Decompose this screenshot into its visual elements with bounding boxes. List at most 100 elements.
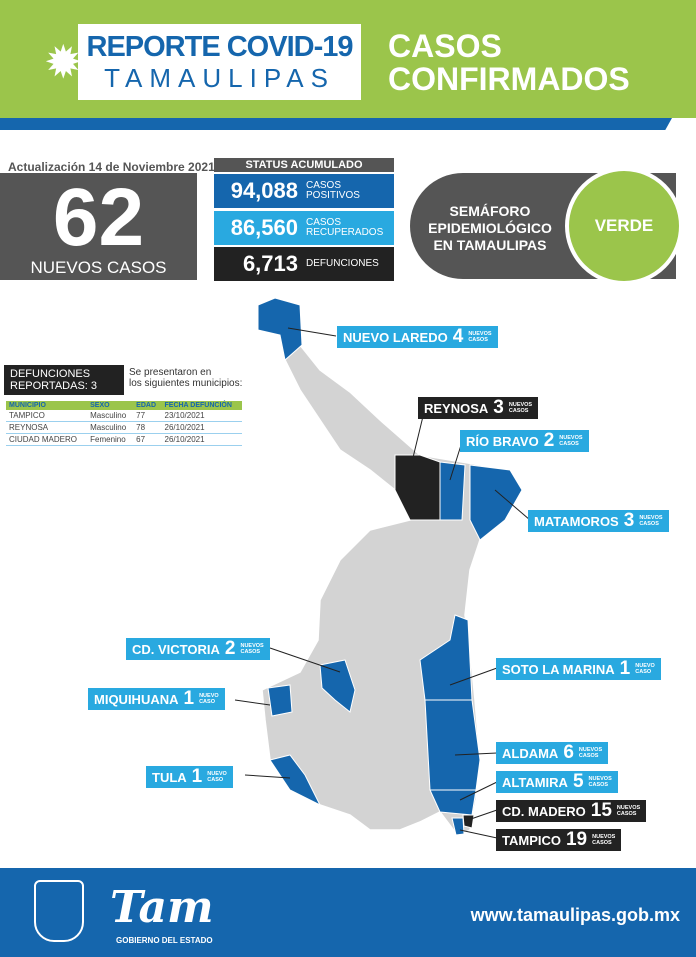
section-title-line2: CONFIRMADOS	[388, 61, 630, 97]
website-link[interactable]: www.tamaulipas.gob.mx	[470, 905, 680, 925]
case-count: 1	[619, 658, 631, 679]
map-reynosa	[394, 454, 441, 521]
map-tampico	[451, 817, 465, 836]
deaths-title-line: REPORTADAS: 3	[10, 380, 98, 392]
unit: NUEVOS	[508, 402, 533, 408]
semaforo-status: VERDE	[565, 167, 683, 285]
label-altamira: ALTAMIRA 5 NUEVOS CASOS	[496, 771, 618, 793]
label-soto-la-marina: SOTO LA MARINA 1 NUEVO CASO	[496, 658, 661, 680]
state-map	[234, 297, 531, 839]
unit: CASOS	[559, 441, 579, 447]
map-nuevo-laredo	[257, 297, 303, 361]
municipio-name: ALDAMA	[502, 745, 559, 761]
cell: REYNOSA	[6, 421, 88, 434]
unit: NUEVOS	[578, 747, 603, 753]
municipio-name: NUEVO LAREDO	[343, 329, 448, 345]
status-positive: 94,088 CASOS POSITIVOS	[214, 174, 394, 208]
unit: CASOS	[508, 408, 529, 414]
municipio-name: RÍO BRAVO	[466, 433, 539, 449]
unit: NUEVO	[207, 771, 227, 777]
unit: NUEVOS	[240, 643, 264, 649]
deaths-title: DEFUNCIONES REPORTADAS: 3	[4, 365, 124, 395]
label-tampico: TAMPICO 19 NUEVOS CASOS	[496, 829, 622, 851]
gov-label: GOBIERNO DEL ESTADO	[116, 936, 213, 945]
deaths-title-line: DEFUNCIONES	[10, 368, 91, 380]
new-cases-label: NUEVOS CASOS	[30, 258, 167, 277]
case-count: 3	[493, 397, 504, 418]
table-row: CIUDAD MADERO Femenino 67 26/10/2021	[6, 433, 242, 446]
status-value: 6,713	[242, 251, 298, 276]
section-title-line1: CASOS	[388, 28, 502, 64]
cell: 26/10/2021	[161, 433, 242, 446]
column-header: FECHA DEFUNCIÓN	[161, 401, 242, 410]
header-stripe	[0, 118, 672, 130]
case-count: 15	[590, 800, 612, 821]
case-count: 1	[183, 688, 195, 709]
case-count: 4	[452, 326, 464, 347]
unit: CASOS	[588, 782, 609, 788]
status-label: CASOS	[306, 217, 342, 228]
cell: Femenino	[87, 433, 134, 446]
table-row: TAMPICO Masculino 77 23/10/2021	[6, 410, 242, 422]
municipio-name: REYNOSA	[424, 400, 489, 416]
municipio-name: CD. VICTORIA	[132, 641, 220, 657]
municipio-name: TULA	[152, 769, 187, 785]
municipio-name: CD. MADERO	[502, 803, 586, 819]
table-row: REYNOSA Masculino 78 26/10/2021	[6, 421, 242, 434]
municipio-name: ALTAMIRA	[502, 774, 568, 790]
case-count: 19	[565, 829, 588, 850]
label-matamoros: MATAMOROS 3 NUEVOS CASOS	[528, 510, 669, 532]
tam-logo: Tam	[110, 882, 214, 933]
status-label: DEFUNCIONES	[306, 258, 379, 269]
new-cases-box: 62 NUEVOS CASOS	[0, 173, 197, 280]
table-header: MUNICIPIO SEXO EDAD FECHA DEFUNCIÓN	[6, 401, 242, 410]
unit: CASO	[207, 777, 224, 783]
unit: CASOS	[468, 337, 488, 343]
unit: NUEVO	[199, 693, 219, 699]
deaths-table: MUNICIPIO SEXO EDAD FECHA DEFUNCIÓN TAMP…	[6, 401, 242, 446]
unit: CASO	[635, 669, 652, 675]
unit: NUEVOS	[468, 331, 492, 337]
unit: CASOS	[240, 649, 261, 655]
case-count: 1	[191, 766, 203, 787]
status-recovered: 86,560 CASOS RECUPERADOS	[214, 211, 394, 245]
label-cd-victoria: CD. VICTORIA 2 NUEVOS CASOS	[126, 638, 270, 660]
cell: Masculino	[87, 410, 134, 422]
footer	[0, 868, 696, 957]
new-cases-value: 62	[52, 172, 145, 263]
label-nuevo-laredo: NUEVO LAREDO 4 NUEVOS CASOS	[337, 326, 498, 348]
deaths-note: Se presentaron en los siguientes municipi…	[129, 367, 242, 389]
semaforo-line: EPIDEMIOLÓGICO	[428, 220, 552, 236]
cell: TAMPICO	[6, 410, 88, 422]
unit: CASO	[199, 699, 215, 705]
map-cd-madero	[462, 814, 475, 829]
case-count: 2	[543, 430, 555, 451]
leader-lines	[234, 327, 531, 839]
title-line2: TAMAULIPAS	[104, 63, 335, 93]
map-aldama	[424, 699, 481, 791]
map-cd-victoria	[319, 659, 356, 713]
update-date: Actualización 14 de Noviembre 2021	[8, 160, 215, 174]
column-header: SEXO	[87, 401, 134, 410]
cell: 78	[133, 421, 162, 434]
map-rio-bravo	[439, 461, 466, 521]
status-deaths: 6,713 DEFUNCIONES	[214, 247, 394, 281]
map-state-outline	[257, 297, 523, 837]
label-reynosa: REYNOSA 3 NUEVOS CASOS	[418, 397, 539, 419]
unit: CASOS	[639, 521, 659, 527]
title-line1: REPORTE COVID-19	[86, 31, 354, 63]
case-count: 3	[623, 510, 635, 531]
case-count: 2	[224, 638, 236, 659]
map-miquihuana	[267, 684, 293, 717]
section-title: CASOS CONFIRMADOS	[388, 30, 630, 96]
label-rio-bravo: RÍO BRAVO 2 NUEVOS CASOS	[460, 430, 589, 452]
municipio-name: MIQUIHUANA	[94, 691, 179, 707]
semaforo-line: SEMÁFORO	[449, 203, 531, 219]
status-label: RECUPERADOS	[306, 227, 384, 238]
status-title: STATUS ACUMULADO	[214, 158, 394, 172]
deaths-note-line: Se presentaron en	[129, 367, 212, 378]
cell: CIUDAD MADERO	[6, 433, 88, 446]
status-label: POSITIVOS	[306, 190, 360, 201]
unit: CASOS	[578, 753, 599, 759]
municipio-name: SOTO LA MARINA	[502, 661, 615, 677]
